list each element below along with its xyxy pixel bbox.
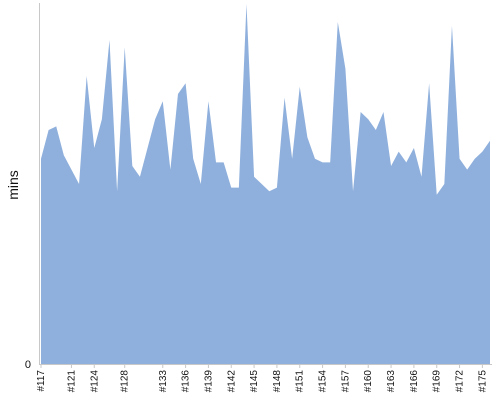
x-tick-label-4: #133 (158, 370, 169, 393)
y-axis-title: mins (5, 170, 21, 200)
x-tick-label-18: #175 (477, 370, 488, 393)
x-tick-label-5: #136 (181, 370, 192, 393)
area-layer (41, 4, 490, 364)
x-tick-label-10: #151 (295, 370, 306, 393)
x-tick-label-12: #157 (340, 370, 351, 393)
x-tick-label-14: #163 (386, 370, 397, 393)
x-tick-label-0: #117 (36, 370, 47, 392)
x-tick-label-15: #166 (409, 370, 420, 393)
x-tick-label-3: #128 (120, 370, 131, 393)
x-tick-label-11: #154 (318, 370, 329, 393)
area-series (41, 4, 490, 364)
x-tick-label-8: #145 (249, 370, 260, 393)
x-tick-layer: #117 #121 #124 #128 #133 #136 #139 #142 #145 #148… (36, 364, 488, 392)
x-tick-label-7: #142 (226, 370, 237, 393)
x-tick-label-6: #139 (203, 370, 214, 393)
x-tick-label-2: #124 (89, 370, 100, 393)
x-tick-label-9: #148 (272, 370, 283, 393)
y-tick-label-0: 0 (25, 359, 31, 371)
x-tick-label-13: #160 (363, 370, 374, 393)
x-tick-label-16: #169 (432, 370, 443, 393)
x-tick-label-1: #121 (66, 370, 77, 393)
x-tick-label-17: #172 (455, 370, 466, 393)
